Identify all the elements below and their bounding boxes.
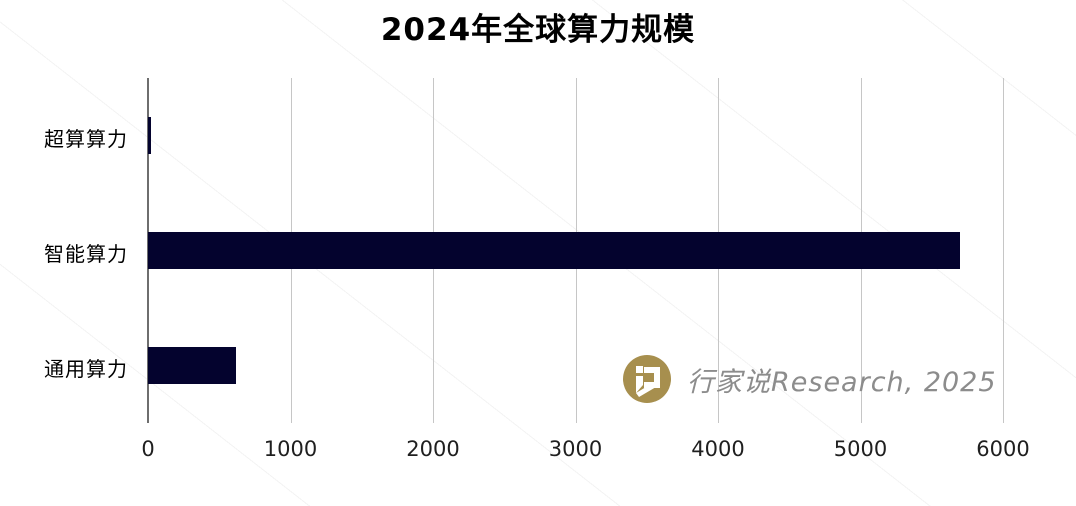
x-tick-label: 0 [141, 437, 155, 461]
hangjiashuo-logo-icon [623, 355, 671, 403]
watermark: 行家说Research, 2025 [623, 355, 997, 403]
chart-title: 2024年全球算力规模 [380, 12, 696, 48]
x-tick-label: 1000 [263, 437, 318, 461]
x-tick-label: 3000 [548, 437, 603, 461]
x-tick-label: 2000 [406, 437, 460, 461]
bar-超算算力 [148, 117, 151, 154]
watermark-text: 行家说Research, 2025 [687, 366, 997, 398]
y-category-label: 通用算力 [44, 356, 128, 381]
x-tick-label: 6000 [976, 437, 1030, 461]
bar-通用算力 [148, 347, 237, 384]
gridline [1003, 78, 1004, 423]
x-tick-label: 5000 [833, 437, 888, 461]
bar-智能算力 [148, 232, 961, 269]
plot-area [147, 78, 1010, 423]
y-category-label: 智能算力 [44, 241, 128, 266]
x-tick-label: 4000 [691, 437, 745, 461]
y-category-label: 超算算力 [44, 126, 128, 151]
